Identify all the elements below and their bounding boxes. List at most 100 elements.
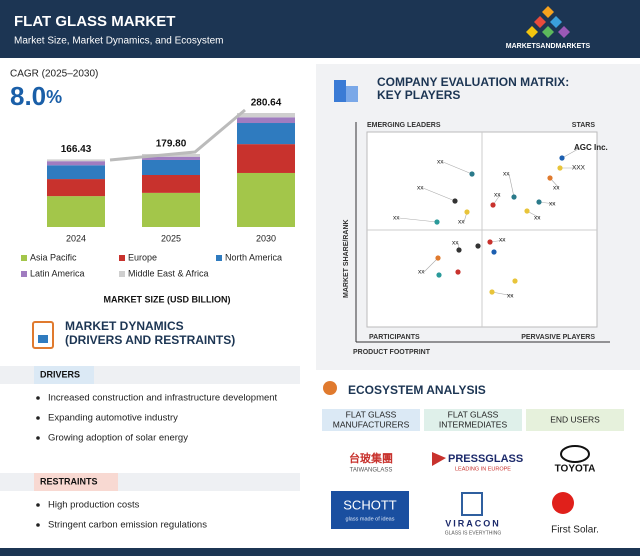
quadrant-label: PERVASIVE PLAYERS [521, 334, 595, 341]
company-label: XXX [572, 165, 586, 172]
driver: Growing adoption of solar energy [48, 433, 188, 444]
company-dot [491, 249, 497, 255]
company-label: xx [499, 237, 506, 244]
restraint: High production costs [48, 500, 140, 511]
bar-segment [142, 175, 200, 193]
toyota-emblem [560, 445, 590, 463]
bar-segment [142, 192, 200, 227]
company-label: xx [549, 201, 556, 208]
logo-tagline: GLASS IS EVERYTHING [445, 530, 502, 536]
bar-segment [142, 156, 200, 160]
dynamics-title: MARKET DYNAMICS [65, 319, 184, 333]
company-dot [490, 202, 496, 208]
company-label: xx [503, 171, 510, 178]
ecosystem-title: ECOSYSTEM ANALYSIS [348, 383, 486, 397]
company-label: xx [553, 185, 560, 192]
leader-line [508, 173, 515, 198]
x-tick-label: 2024 [66, 233, 86, 243]
subtitle: Market Size, Market Dynamics, and Ecosys… [14, 36, 224, 47]
bar-segment [142, 159, 200, 176]
company-label: xx [534, 215, 541, 222]
legend-swatch [119, 255, 125, 261]
brand-icon [526, 26, 538, 38]
bar-segment [237, 123, 295, 145]
first-solar-sun [552, 492, 574, 514]
legend-label: North America [225, 252, 282, 262]
company-label: xx [452, 240, 459, 247]
company-label: xx [418, 269, 425, 276]
bar-segment [47, 196, 105, 227]
logo-tagline: glass made of ideas [346, 516, 395, 522]
company-dot [435, 255, 441, 261]
company-dot [489, 289, 495, 295]
logo: TOYOTA [555, 464, 596, 475]
column-heading: FLAT GLASS [346, 409, 397, 419]
column-heading: INTERMEDIATES [439, 419, 508, 429]
brand-icon [550, 16, 562, 28]
leader-line [538, 201, 556, 205]
building-icon [334, 80, 346, 102]
y-axis-label: MARKET SHARE/RANK [343, 219, 350, 298]
bar-segment [47, 179, 105, 197]
legend-swatch [216, 255, 222, 261]
logo: PRESSGLASS [448, 453, 523, 465]
legend-label: Latin America [30, 268, 85, 278]
legend-swatch [21, 271, 27, 277]
company-label: xx [393, 215, 400, 222]
bar-segment [237, 144, 295, 173]
quadrant-label: STARS [572, 122, 596, 129]
company-label: AGC Inc. [574, 143, 608, 152]
company-dot [469, 171, 475, 177]
leader-line [398, 217, 438, 223]
restraints-tab [34, 473, 118, 491]
legend-label: Europe [128, 252, 157, 262]
leader-line [423, 257, 439, 273]
company-dot [452, 198, 458, 204]
bar-segment [237, 172, 295, 227]
bar-segment [47, 161, 105, 166]
company-label: xx [458, 219, 465, 226]
legend-label: Middle East & Africa [128, 268, 209, 278]
column-heading: FLAT GLASS [448, 409, 499, 419]
restraint: Stringent carbon emission regulations [48, 520, 207, 531]
company-label: xx [437, 159, 444, 166]
company-dot [487, 239, 493, 245]
legend-label: Asia Pacific [30, 252, 77, 262]
quadrant-label: PARTICIPANTS [369, 334, 420, 341]
company-dot [456, 247, 462, 253]
company-dot [434, 219, 440, 225]
brand: MARKETSANDMARKETS [506, 43, 591, 50]
column-heading-box [322, 409, 420, 431]
logo-tagline: LEADING IN EUROPE [455, 466, 511, 472]
leader-line [561, 147, 581, 159]
company-dot [536, 199, 542, 205]
driver: Expanding automotive industry [48, 413, 178, 424]
x-tick-label: 2025 [161, 233, 181, 243]
total-label: 280.64 [251, 98, 282, 109]
legend-swatch [21, 255, 27, 261]
logo-tagline: TAIWANGLASS [350, 468, 393, 474]
quadrant-label: EMERGING LEADERS [367, 122, 441, 129]
company-dot [557, 165, 563, 171]
company-dot [524, 208, 530, 214]
company-dot [511, 194, 517, 200]
drivers-heading: DRIVERS [40, 369, 80, 379]
company-dot [512, 278, 518, 284]
company-label: xx [507, 293, 514, 300]
growth-arrow [109, 108, 246, 162]
total-label: 166.43 [61, 144, 92, 155]
restraints-heading: RESTRAINTS [40, 476, 98, 486]
clipboard-bars [38, 335, 48, 343]
leader-line [491, 291, 514, 297]
cagr-value: 8.0% [10, 81, 62, 111]
logo: VIRACON [445, 518, 501, 528]
brand-icon [534, 16, 546, 28]
x-tick-label: 2030 [256, 233, 276, 243]
leader-line [422, 187, 456, 202]
bar-segment [47, 159, 105, 162]
total-label: 179.80 [156, 139, 187, 150]
bullet [36, 436, 40, 440]
bar-segment [237, 113, 295, 118]
brand-icon [542, 26, 554, 38]
